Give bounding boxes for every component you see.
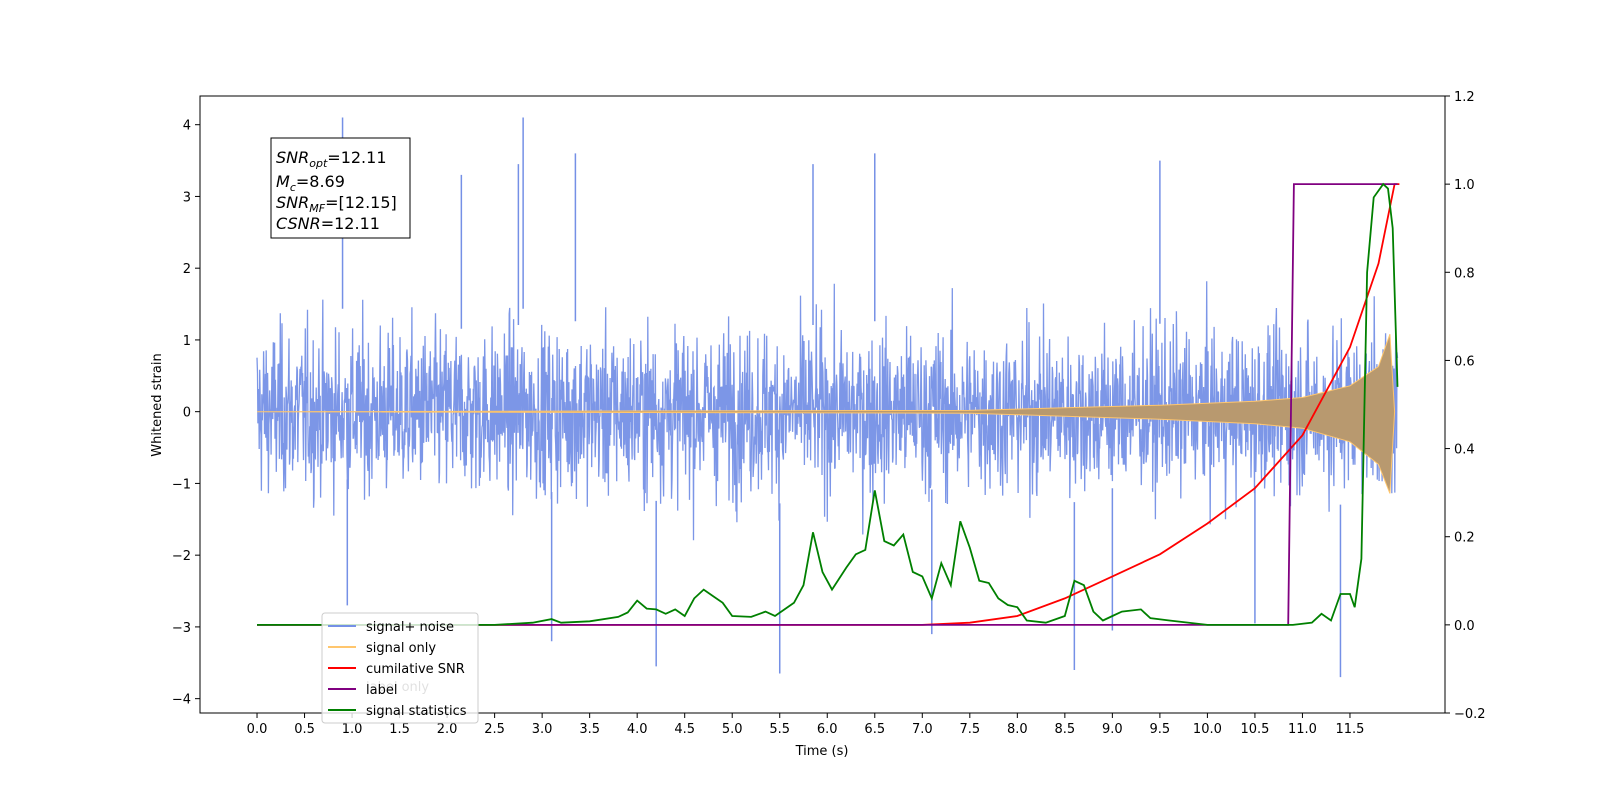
y-tick-label: −2: [172, 549, 191, 564]
x-tick-label: 1.0: [342, 722, 363, 737]
y-tick-label: 2: [183, 262, 191, 277]
x-tick-label: 2.5: [484, 722, 505, 737]
legend-label: signal+ noise: [366, 620, 454, 635]
x-tick-label: 4.5: [674, 722, 695, 737]
legend: label only signal+ noise signal only cumil…: [321, 612, 479, 724]
y-tick-label: 4: [183, 119, 191, 134]
y-tick-label: −1: [172, 477, 191, 492]
y2-tick-label: 0.6: [1454, 354, 1475, 369]
y2-tick-label: 0.4: [1454, 443, 1475, 458]
annotation-snr-opt: SNRopt=12.11: [276, 148, 387, 170]
plot-area: [256, 117, 1400, 678]
x-tick-label: 11.5: [1335, 722, 1364, 737]
y2-tick-label: 0.2: [1454, 531, 1475, 546]
x-tick-label: 3.5: [579, 722, 600, 737]
legend-label: signal only: [366, 641, 436, 656]
y2-tick-label: −0.2: [1454, 707, 1486, 722]
legend-label: label: [366, 683, 397, 698]
x-tick-label: 5.5: [769, 722, 790, 737]
x-tick-label: 2.0: [437, 722, 458, 737]
y-tick-label: −4: [172, 693, 191, 708]
y-axis-left: −4 −3 −2 −1 0 1 2 3 4: [172, 119, 200, 708]
annotation-mc: Mc=8.69: [276, 172, 345, 194]
x-tick-label: 11.0: [1288, 722, 1317, 737]
x-tick-label: 7.5: [959, 722, 980, 737]
x-tick-label: 10.5: [1240, 722, 1269, 737]
annotation-csnr: CSNR=12.11: [276, 214, 380, 233]
x-tick-label: 8.0: [1007, 722, 1028, 737]
annotation-snr-mf: SNRMF=[12.15]: [276, 193, 397, 215]
y-tick-label: 3: [183, 190, 191, 205]
x-tick-label: 9.0: [1102, 722, 1123, 737]
y2-tick-label: 0.0: [1454, 619, 1475, 634]
signal-statistics-line: [257, 182, 1399, 626]
y-tick-label: −3: [172, 621, 191, 636]
x-tick-label: 6.5: [864, 722, 885, 737]
x-tick-label: 5.0: [722, 722, 743, 737]
legend-occluded-text: label only: [366, 680, 429, 695]
signal-only-fill: [256, 334, 1396, 494]
annotation-box: [270, 137, 411, 239]
x-tick-label: 10.0: [1193, 722, 1222, 737]
plot-frame: [199, 95, 1446, 714]
legend-label: cumilative SNR: [366, 662, 465, 677]
legend-box: [321, 612, 479, 724]
signal-only-series: [256, 334, 1396, 494]
y2-tick-label: 0.8: [1454, 266, 1475, 281]
legend-label: signal statistics: [366, 704, 467, 719]
x-tick-label: 8.5: [1055, 722, 1076, 737]
y2-tick-label: 1.0: [1454, 178, 1475, 193]
x-axis-label: Time (s): [795, 744, 849, 759]
y-tick-label: 0: [183, 406, 191, 421]
x-tick-label: 0.5: [294, 722, 315, 737]
y-tick-label: 1: [183, 334, 191, 349]
x-tick-label: 9.5: [1150, 722, 1171, 737]
overlay-series: [257, 182, 1400, 626]
x-axis: 0.0 0.5 1.0 1.5 2.0 2.5 3.0 3.5 4.0 4.5 5.0 5.5 6.0 6…: [247, 713, 1364, 737]
cumilative-snr-line: [257, 183, 1400, 626]
y-axis-right: −0.2 0.0 0.2 0.4 0.6 0.8 1.0 1.2: [1445, 90, 1486, 722]
x-tick-label: 3.0: [532, 722, 553, 737]
x-tick-label: 1.5: [389, 722, 410, 737]
y-axis-label: Whitened strain: [150, 353, 165, 456]
x-tick-label: 0.0: [247, 722, 268, 737]
stats-annotation: SNRopt=12.11 Mc=8.69 SNRMF=[12.15] CSNR=…: [270, 137, 411, 239]
x-tick-label: 4.0: [627, 722, 648, 737]
x-tick-label: 6.0: [817, 722, 838, 737]
legend-entries: signal+ noise signal only cumilative SNR la…: [328, 620, 467, 719]
label-line: [257, 183, 1398, 626]
x-tick-label: 7.0: [912, 722, 933, 737]
y2-tick-label: 1.2: [1454, 90, 1475, 105]
